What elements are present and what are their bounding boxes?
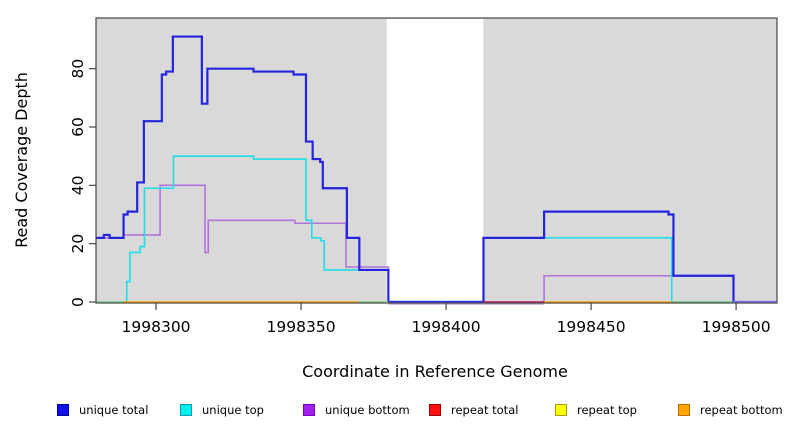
legend-swatch-icon: [429, 404, 441, 416]
legend-label: unique top: [202, 403, 264, 417]
y-axis-title: Read Coverage Depth: [12, 72, 31, 248]
y-tick-label: 20: [69, 234, 87, 254]
x-tick-label: 1998350: [267, 318, 336, 336]
legend-item-unique-bottom: unique bottom: [303, 399, 410, 421]
y-tick-label: 40: [69, 175, 87, 195]
y-tick-label: 80: [69, 59, 87, 79]
x-tick-label: 1998400: [412, 318, 481, 336]
legend-item-repeat-bottom: repeat bottom: [678, 399, 783, 421]
legend-swatch-icon: [678, 404, 690, 416]
y-tick-label: 0: [69, 297, 87, 307]
legend-swatch-icon: [303, 404, 315, 416]
plot-layer: 1998300 1998350 1998400 1998450 1998500 0 20 40…: [69, 17, 778, 336]
legend-label: unique total: [79, 403, 149, 417]
y-tick-label: 60: [69, 117, 87, 137]
legend-item-repeat-total: repeat total: [429, 399, 518, 421]
masked-region: [386, 19, 484, 303]
legend-swatch-icon: [180, 404, 192, 416]
legend-item-repeat-top: repeat top: [555, 399, 637, 421]
legend: unique total unique top unique bottom repea…: [0, 399, 792, 425]
legend-label: repeat bottom: [700, 403, 783, 417]
x-axis-title: Coordinate in Reference Genome: [302, 362, 568, 381]
series-line-unique-total: [96, 35, 777, 304]
x-tick-label: 1998300: [122, 318, 191, 336]
legend-label: repeat total: [451, 403, 519, 417]
legend-swatch-icon: [555, 404, 567, 416]
legend-label: repeat top: [577, 403, 637, 417]
series-line-unique-bottom: [96, 184, 777, 303]
plot-border: [95, 17, 778, 304]
x-tick-label: 1998450: [557, 318, 626, 336]
x-tick-label: 1998500: [702, 318, 771, 336]
legend-swatch-icon: [57, 404, 69, 416]
legend-item-unique-top: unique top: [180, 399, 264, 421]
legend-label: unique bottom: [325, 403, 410, 417]
legend-item-unique-total: unique total: [57, 399, 148, 421]
